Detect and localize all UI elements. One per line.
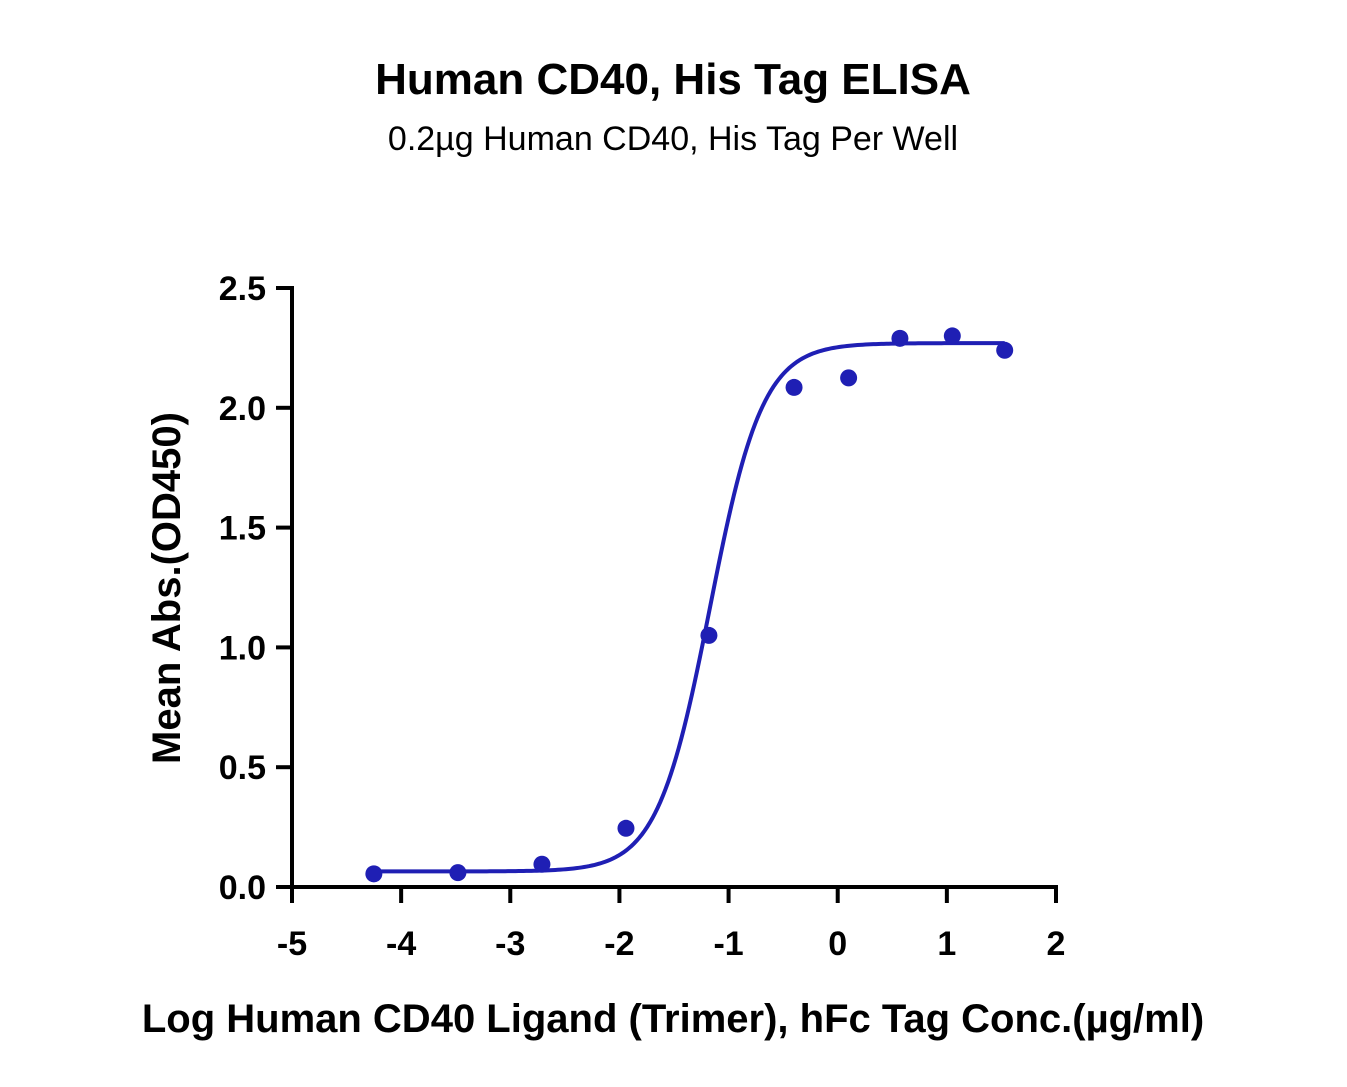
fit-curve	[373, 341, 1005, 874]
x-tick-label: -4	[386, 925, 416, 963]
data-points	[365, 327, 1014, 883]
data-point	[365, 865, 383, 883]
data-point	[700, 626, 718, 644]
y-tick-label: 2.5	[219, 270, 266, 308]
x-axis-title: Log Human CD40 Ligand (Trimer), hFc Tag …	[142, 997, 1204, 1041]
x-tick-label: 1	[937, 925, 956, 963]
x-tick-label: 2	[1047, 925, 1066, 963]
data-point	[533, 855, 551, 873]
data-point	[943, 327, 961, 345]
y-tick-label: 1.0	[219, 629, 266, 667]
chart-subtitle: 0.2µg Human CD40, His Tag Per Well	[388, 120, 958, 158]
data-point	[996, 341, 1014, 359]
x-tick-label: -3	[495, 925, 525, 963]
data-point	[840, 369, 858, 387]
data-point	[617, 819, 635, 837]
y-tick-label: 1.5	[219, 510, 266, 548]
y-axis-title: Mean Abs.(OD450)	[145, 412, 189, 764]
x-axis: -5 -4 -3 -2 -1 0 1 2	[277, 885, 1066, 963]
y-tick-label: 0.0	[219, 869, 266, 907]
x-tick-label: -2	[604, 925, 634, 963]
data-point	[785, 378, 803, 396]
y-tick-label: 0.5	[219, 749, 266, 787]
chart-title: Human CD40, His Tag ELISA	[375, 55, 971, 104]
y-tick-label: 2.0	[219, 390, 266, 428]
data-point	[449, 864, 467, 882]
x-tick-label: -1	[713, 925, 743, 963]
x-tick-label: -5	[277, 925, 307, 963]
y-axis: 0.0 0.5 1.0 1.5 2.0 2.5	[219, 270, 294, 907]
x-tick-label: 0	[828, 925, 847, 963]
data-point	[891, 329, 909, 347]
